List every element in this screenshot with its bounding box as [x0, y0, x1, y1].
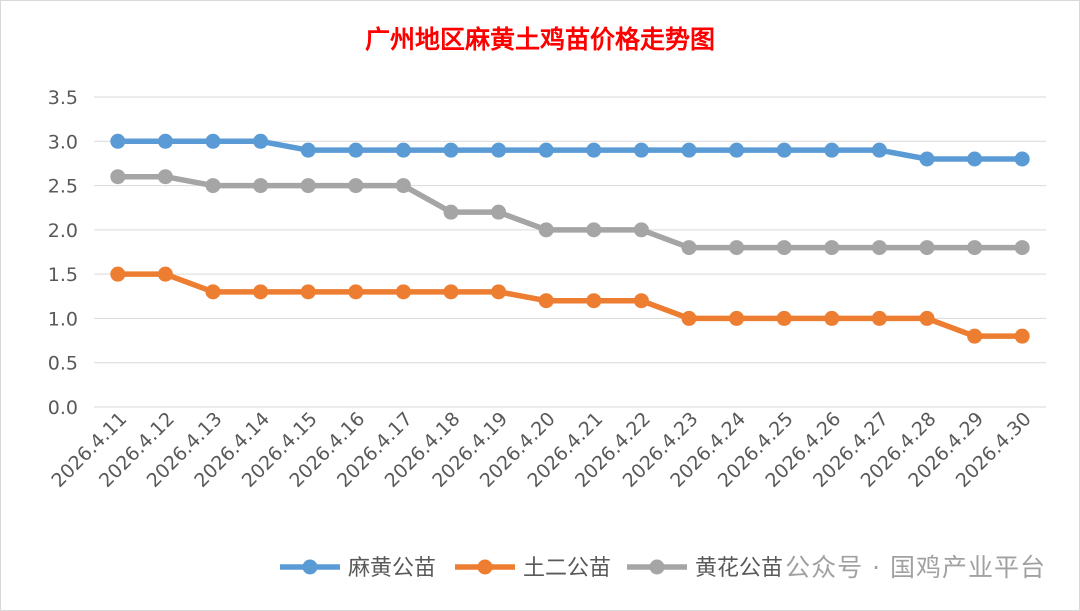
legend-marker	[477, 559, 493, 575]
data-point	[633, 222, 649, 238]
legend: 麻黄公苗 土二公苗 黄花公苗	[280, 556, 783, 581]
legend-marker	[649, 559, 665, 575]
series-line	[115, 173, 1025, 251]
legend-marker	[302, 559, 318, 575]
data-point	[110, 169, 126, 185]
data-point	[348, 142, 364, 158]
data-point	[253, 284, 269, 300]
data-point	[443, 284, 459, 300]
y-tick-label: 2.0	[48, 220, 78, 242]
data-point	[967, 151, 983, 167]
data-point	[443, 204, 459, 220]
data-point	[586, 293, 602, 309]
data-point	[967, 240, 983, 256]
data-point	[538, 222, 554, 238]
legend-item: 麻黄公苗	[280, 556, 436, 581]
legend-label: 麻黄公苗	[348, 556, 436, 581]
data-point	[919, 310, 935, 326]
legend-item: 黄花公苗	[627, 556, 783, 581]
data-point	[633, 293, 649, 309]
series-line	[115, 138, 1025, 162]
data-point	[871, 310, 887, 326]
series-1	[110, 133, 1030, 167]
data-point	[395, 284, 411, 300]
data-point	[681, 310, 697, 326]
legend-label: 黄花公苗	[695, 556, 783, 581]
data-point	[157, 169, 173, 185]
data-point	[491, 142, 507, 158]
data-point	[300, 142, 316, 158]
data-point	[824, 240, 840, 256]
data-point	[919, 151, 935, 167]
data-point	[395, 142, 411, 158]
y-axis-ticks: 0.0 0.5 1.0 1.5 2.0 2.5 3.0 3.5	[48, 87, 78, 419]
series-3	[110, 169, 1030, 256]
data-point	[300, 178, 316, 194]
data-point	[633, 142, 649, 158]
data-point	[443, 142, 459, 158]
data-point	[871, 142, 887, 158]
data-point	[205, 284, 221, 300]
y-tick-label: 3.0	[48, 131, 78, 153]
data-point	[1014, 240, 1030, 256]
data-point	[681, 240, 697, 256]
series-2	[110, 266, 1030, 344]
y-tick-label: 3.5	[48, 87, 78, 109]
data-point	[586, 142, 602, 158]
y-tick-label: 0.5	[48, 353, 78, 375]
data-point	[776, 310, 792, 326]
data-point	[776, 142, 792, 158]
data-point	[491, 204, 507, 220]
data-point	[348, 284, 364, 300]
data-point	[824, 142, 840, 158]
data-point	[205, 133, 221, 149]
series-line	[115, 271, 1025, 339]
data-point	[1014, 328, 1030, 344]
y-tick-label: 1.0	[48, 308, 78, 330]
watermark-text: 公众号 · 国鸡产业平台	[785, 553, 1046, 582]
data-point	[491, 284, 507, 300]
y-tick-label: 0.0	[48, 397, 78, 419]
data-point	[110, 266, 126, 282]
data-point	[586, 222, 602, 238]
y-tick-label: 2.5	[48, 176, 78, 198]
data-point	[300, 284, 316, 300]
data-point	[1014, 151, 1030, 167]
data-point	[967, 328, 983, 344]
series-group	[110, 133, 1030, 344]
data-point	[253, 178, 269, 194]
data-point	[729, 240, 745, 256]
data-point	[157, 266, 173, 282]
data-point	[871, 240, 887, 256]
data-point	[681, 142, 697, 158]
data-point	[253, 133, 269, 149]
data-point	[205, 178, 221, 194]
data-point	[824, 310, 840, 326]
data-point	[729, 142, 745, 158]
y-tick-label: 1.5	[48, 264, 78, 286]
data-point	[348, 178, 364, 194]
data-point	[919, 240, 935, 256]
legend-item: 土二公苗	[455, 556, 611, 581]
data-point	[538, 142, 554, 158]
data-point	[157, 133, 173, 149]
data-point	[110, 133, 126, 149]
legend-label: 土二公苗	[523, 556, 611, 581]
data-point	[776, 240, 792, 256]
chart-title: 广州地区麻黄土鸡苗价格走势图	[365, 25, 715, 54]
data-point	[538, 293, 554, 309]
data-point	[395, 178, 411, 194]
data-point	[729, 310, 745, 326]
